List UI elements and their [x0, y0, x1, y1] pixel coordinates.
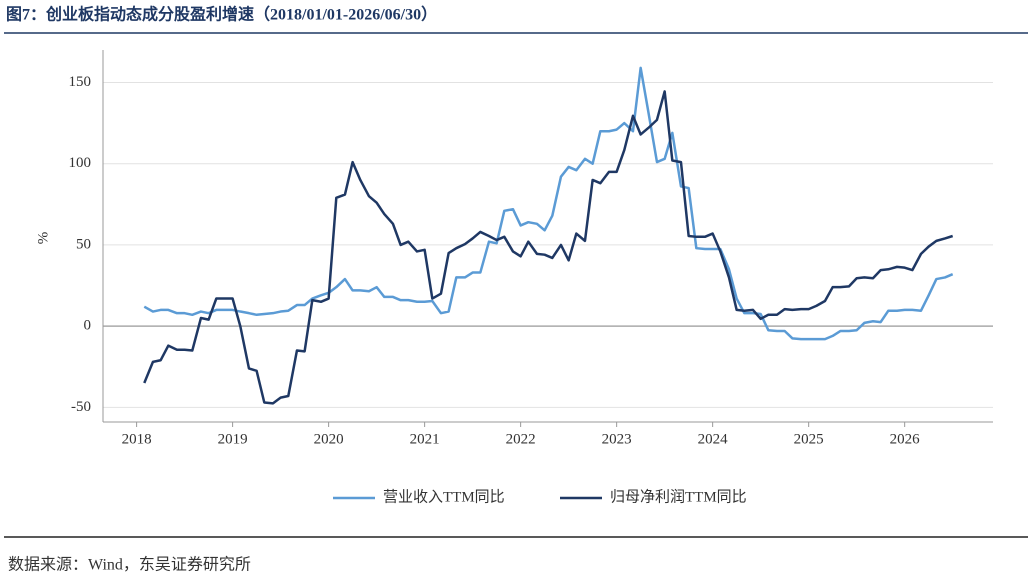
- x-tick-label: 2020: [314, 431, 344, 447]
- x-tick-label: 2019: [218, 431, 248, 447]
- y-tick-label: -50: [71, 399, 91, 415]
- y-tick-label: 150: [69, 74, 92, 90]
- x-tick-label: 2022: [506, 431, 536, 447]
- x-tick-label: 2021: [410, 431, 440, 447]
- x-tick-label: 2025: [794, 431, 824, 447]
- y-tick-label: 100: [69, 155, 92, 171]
- y-tick-label: 0: [84, 318, 92, 334]
- series-line: [143, 90, 954, 405]
- x-tick-label: 2023: [602, 431, 632, 447]
- x-tick-label: 2018: [122, 431, 152, 447]
- legend-label: 营业收入TTM同比: [383, 488, 505, 505]
- legend-label: 归母净利润TTM同比: [610, 488, 747, 505]
- x-tick-label: 2024: [698, 431, 729, 447]
- source-note: 数据来源：Wind，东吴证券研究所: [8, 556, 251, 574]
- chart-title: 图7：创业板指动态成分股盈利增速（2018/01/01-2026/06/30）: [6, 5, 437, 24]
- y-axis-label: %: [35, 232, 51, 245]
- x-tick-label: 2026: [890, 431, 921, 447]
- series-line: [143, 66, 954, 341]
- y-tick-label: 50: [76, 236, 91, 252]
